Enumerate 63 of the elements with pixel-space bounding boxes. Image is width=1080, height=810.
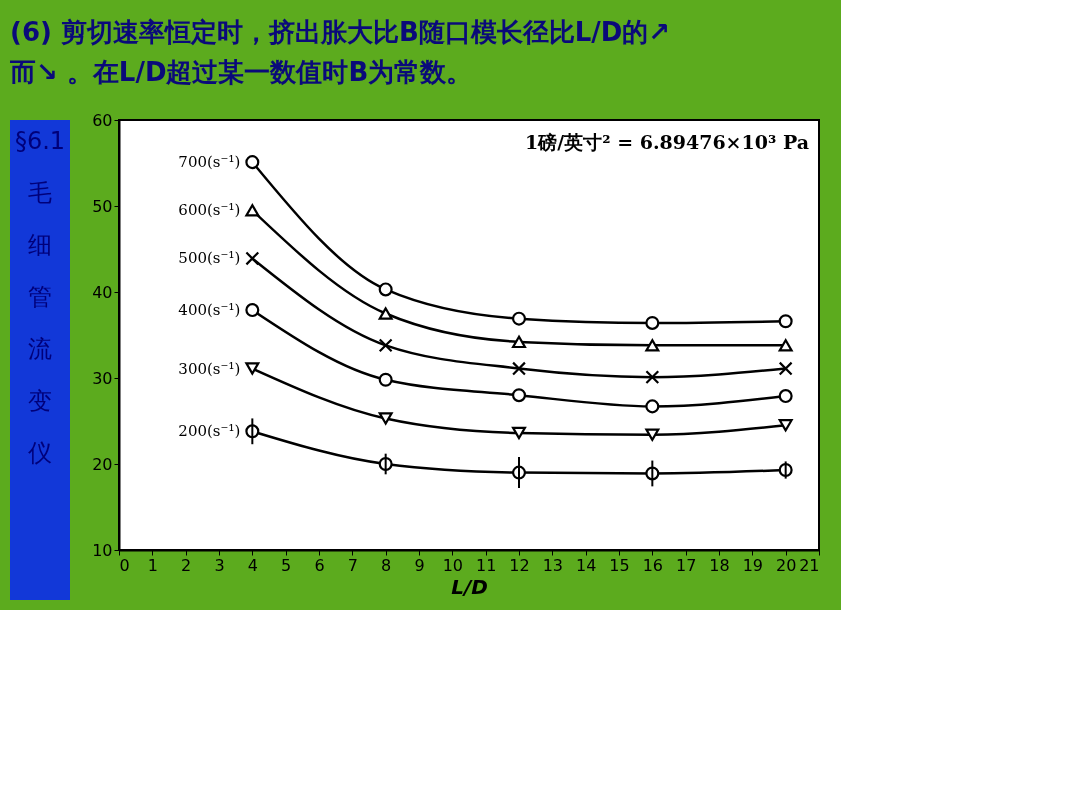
- x-tick-label: 8: [381, 555, 392, 575]
- point: [245, 204, 260, 217]
- y-tick-label: 40: [92, 282, 113, 302]
- x-tick-label: 14: [575, 555, 597, 575]
- y-tick-label: 10: [92, 540, 113, 560]
- x-tick-label: 11: [475, 555, 497, 575]
- y-tick-label: 30: [92, 368, 113, 388]
- point: [778, 361, 793, 376]
- point: [378, 372, 393, 387]
- x-tick-label: 21: [799, 555, 820, 575]
- point: [645, 399, 660, 414]
- point: [778, 314, 793, 329]
- point: [511, 335, 527, 349]
- x-tick-label: 9: [414, 555, 425, 575]
- point: [245, 303, 260, 318]
- series-label: 400(s⁻¹): [178, 301, 241, 320]
- x-tick-label: 10: [442, 555, 464, 575]
- x-tick-label: 4: [247, 555, 258, 575]
- x-tick-label: 12: [509, 555, 530, 575]
- x-tick-label: 7: [347, 555, 358, 575]
- point: [245, 251, 260, 266]
- x-tick-label: 18: [709, 555, 730, 575]
- y-tick-label: 60: [92, 110, 113, 130]
- y-tick-label: 20: [92, 454, 113, 474]
- x-tick-label: 1: [147, 555, 158, 575]
- point: [645, 428, 660, 441]
- chart-title: (6) 剪切速率恒定时，挤出胀大比B随口模长径比L/D的↗ 而↘ 。在L/D超过某一数值时B为常数。: [9, 17, 671, 87]
- series-label: 500(s⁻¹): [178, 249, 241, 268]
- point: [645, 339, 660, 352]
- x-tick-label: 3: [214, 555, 225, 575]
- series-label: 300(s⁻¹): [178, 359, 241, 378]
- x-tick-label: 2: [181, 555, 192, 575]
- point: [645, 370, 660, 385]
- point: [511, 426, 527, 440]
- point: [778, 419, 793, 432]
- x-tick-label: 16: [642, 555, 664, 575]
- x-tick-label: 15: [609, 555, 630, 575]
- point: [778, 339, 793, 352]
- x-axis-title: L/D: [451, 574, 488, 599]
- x-tick-label: 17: [675, 555, 697, 575]
- x-tick-label: 20: [775, 555, 797, 575]
- point: [378, 338, 393, 353]
- x-tick-label: 6: [314, 555, 325, 575]
- point: [378, 412, 393, 425]
- series-label: 200(s⁻¹): [178, 422, 241, 441]
- x-tick-label: 5: [281, 555, 292, 575]
- x-tick-label: 19: [742, 555, 764, 575]
- x-tick-label: 13: [542, 555, 564, 575]
- series-label: 700(s⁻¹): [178, 153, 241, 172]
- point: [245, 155, 260, 170]
- point: [378, 307, 393, 320]
- point: [378, 282, 393, 297]
- point: [645, 315, 660, 330]
- point: [511, 311, 527, 326]
- annotation: 1磅/英寸² = 6.89476×10³ Pa: [525, 131, 809, 153]
- point: [245, 362, 260, 375]
- series-label: 600(s⁻¹): [178, 201, 241, 220]
- x-tick-label: 0: [119, 555, 130, 575]
- point: [778, 389, 793, 404]
- y-tick-label: 50: [92, 196, 113, 216]
- text: §6.1 毛细管流变仪: [14, 127, 66, 467]
- point: [511, 361, 527, 376]
- point: [511, 388, 527, 403]
